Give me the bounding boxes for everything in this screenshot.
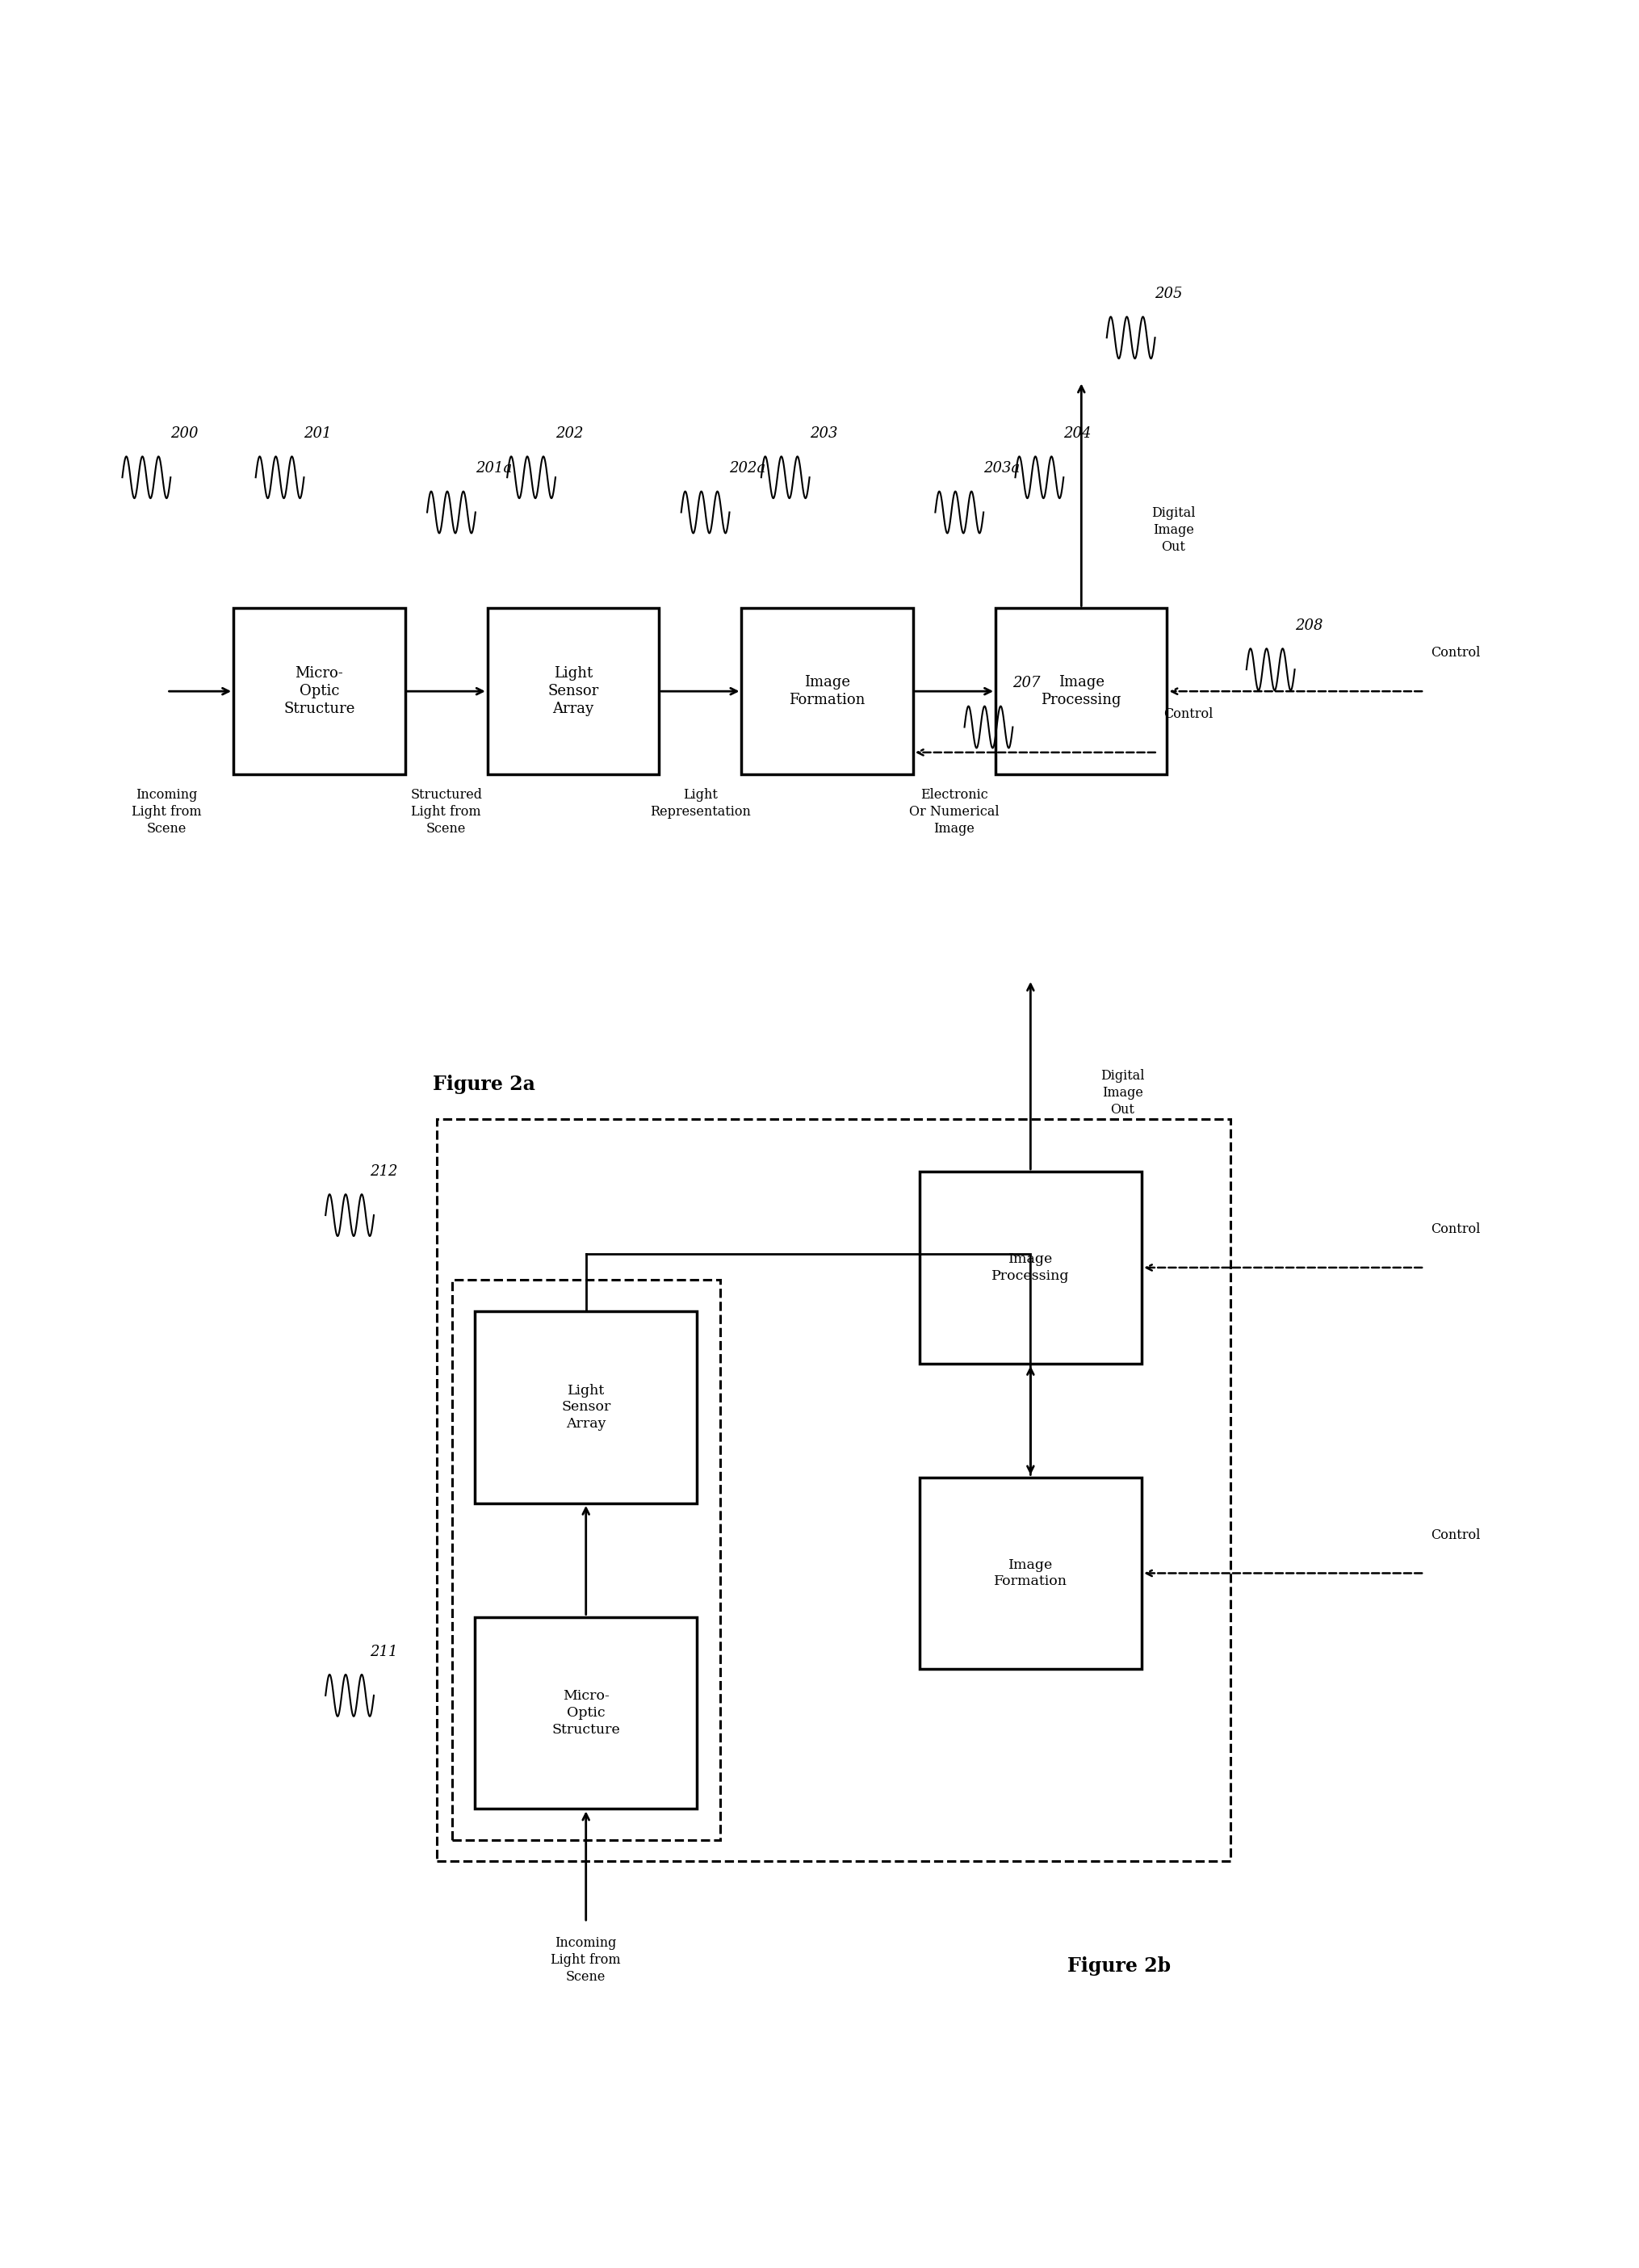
Text: 207: 207 bbox=[1013, 676, 1041, 692]
FancyBboxPatch shape bbox=[475, 1311, 697, 1504]
Text: Control: Control bbox=[1164, 708, 1213, 721]
Text: Control: Control bbox=[1431, 1222, 1480, 1236]
FancyBboxPatch shape bbox=[919, 1476, 1142, 1669]
Text: 200: 200 bbox=[170, 426, 198, 440]
Text: Control: Control bbox=[1431, 1529, 1480, 1542]
Text: Digital
Image
Out: Digital Image Out bbox=[1100, 1068, 1144, 1116]
FancyBboxPatch shape bbox=[475, 1617, 697, 1810]
Text: 208: 208 bbox=[1295, 619, 1323, 633]
Text: Figure 2a: Figure 2a bbox=[433, 1075, 536, 1093]
Text: 202a: 202a bbox=[729, 460, 765, 476]
Text: Light
Representation: Light Representation bbox=[649, 789, 751, 819]
Text: 212: 212 bbox=[370, 1163, 398, 1179]
Text: 203: 203 bbox=[810, 426, 838, 440]
FancyBboxPatch shape bbox=[741, 608, 913, 773]
Text: Incoming
Light from
Scene: Incoming Light from Scene bbox=[551, 1937, 621, 1984]
Text: Figure 2b: Figure 2b bbox=[1067, 1957, 1172, 1975]
Text: Light
Sensor
Array: Light Sensor Array bbox=[547, 667, 598, 717]
Text: 202: 202 bbox=[556, 426, 583, 440]
FancyBboxPatch shape bbox=[487, 608, 659, 773]
Text: Micro-
Optic
Structure: Micro- Optic Structure bbox=[284, 667, 356, 717]
Text: Digital
Image
Out: Digital Image Out bbox=[1151, 506, 1195, 553]
Text: 201a: 201a bbox=[475, 460, 511, 476]
FancyBboxPatch shape bbox=[919, 1173, 1142, 1363]
Text: Light
Sensor
Array: Light Sensor Array bbox=[561, 1383, 611, 1431]
Text: Structured
Light from
Scene: Structured Light from Scene bbox=[410, 789, 482, 835]
Text: Image
Processing: Image Processing bbox=[1041, 676, 1121, 708]
Text: 205: 205 bbox=[1155, 286, 1183, 302]
Text: Incoming
Light from
Scene: Incoming Light from Scene bbox=[131, 789, 202, 835]
Text: 201: 201 bbox=[303, 426, 331, 440]
FancyBboxPatch shape bbox=[233, 608, 405, 773]
Text: Image
Processing: Image Processing bbox=[992, 1252, 1070, 1284]
FancyBboxPatch shape bbox=[995, 608, 1167, 773]
Text: Control: Control bbox=[1431, 646, 1480, 660]
Text: Electronic
Or Numerical
Image: Electronic Or Numerical Image bbox=[910, 789, 1000, 835]
Text: 211: 211 bbox=[370, 1644, 398, 1660]
Text: Micro-
Optic
Structure: Micro- Optic Structure bbox=[552, 1690, 620, 1737]
Text: Image
Formation: Image Formation bbox=[993, 1558, 1067, 1588]
Text: 203a: 203a bbox=[983, 460, 1019, 476]
Text: 204: 204 bbox=[1064, 426, 1092, 440]
Text: Image
Formation: Image Formation bbox=[790, 676, 865, 708]
